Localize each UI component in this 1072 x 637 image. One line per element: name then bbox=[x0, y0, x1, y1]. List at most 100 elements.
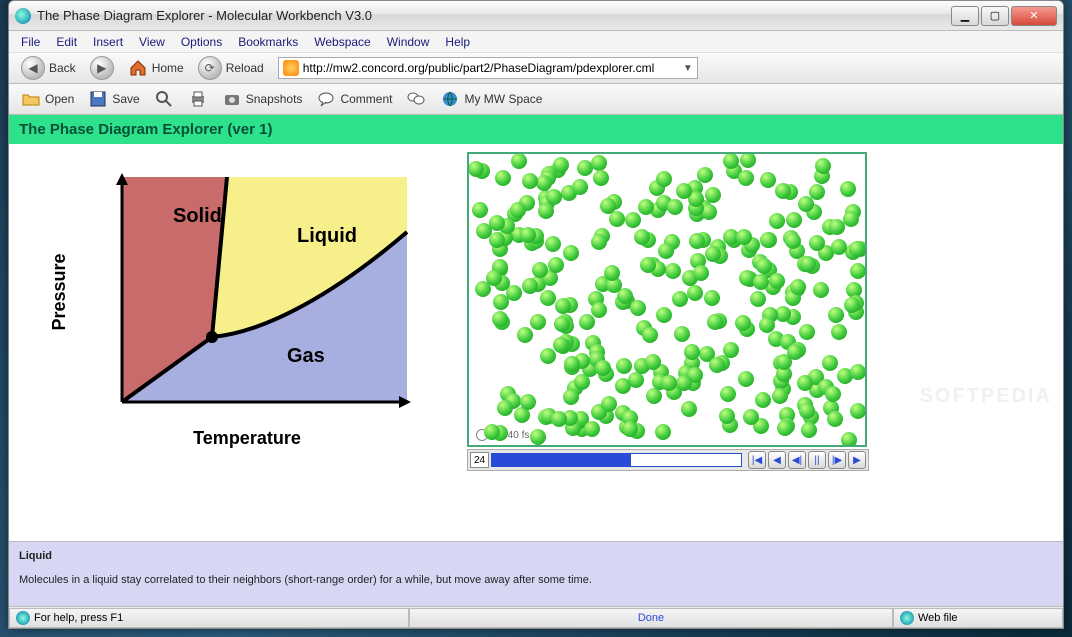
progress-bar[interactable] bbox=[491, 453, 742, 467]
molecule bbox=[693, 265, 709, 281]
molecule bbox=[705, 246, 721, 262]
rewind-button[interactable]: ◀ bbox=[768, 451, 786, 469]
address-dropdown-icon[interactable]: ▼ bbox=[683, 63, 693, 74]
molecule bbox=[591, 234, 607, 250]
molecule bbox=[472, 202, 488, 218]
forward-button[interactable]: ▶ bbox=[84, 56, 120, 80]
step-fwd-button[interactable]: |▶ bbox=[828, 451, 846, 469]
molecule bbox=[704, 290, 720, 306]
back-button[interactable]: ◀ Back bbox=[15, 56, 82, 80]
address-bar[interactable]: http://mw2.concord.org/public/part2/Phas… bbox=[278, 57, 698, 79]
home-icon bbox=[128, 58, 148, 78]
molecule bbox=[769, 213, 785, 229]
phase-diagram-container: Solid Liquid Gas Pressure Temperature bbox=[17, 152, 447, 455]
page-banner: The Phase Diagram Explorer (ver 1) bbox=[9, 115, 1063, 144]
molecule bbox=[530, 429, 546, 445]
gas-label: Gas bbox=[287, 345, 325, 367]
menu-webspace[interactable]: Webspace bbox=[306, 33, 378, 51]
print-button[interactable] bbox=[182, 87, 214, 111]
menu-window[interactable]: Window bbox=[379, 33, 438, 51]
molecule bbox=[572, 179, 588, 195]
play-button[interactable]: ▶ bbox=[848, 451, 866, 469]
my-mw-space-button[interactable]: My MW Space bbox=[434, 87, 548, 111]
molecule bbox=[615, 378, 631, 394]
camera-icon bbox=[222, 89, 242, 109]
molecule bbox=[593, 170, 609, 186]
phase-description: Molecules in a liquid stay correlated to… bbox=[19, 574, 592, 586]
menu-insert[interactable]: Insert bbox=[85, 33, 131, 51]
molecule bbox=[536, 175, 552, 191]
search-button[interactable] bbox=[148, 87, 180, 111]
molecule bbox=[797, 375, 813, 391]
molecule bbox=[850, 403, 866, 419]
molecule bbox=[738, 170, 754, 186]
maximize-button[interactable]: ▢ bbox=[981, 6, 1009, 26]
molecule bbox=[723, 153, 739, 169]
status-help: For help, press F1 bbox=[9, 608, 409, 628]
reload-button[interactable]: ⟳ Reload bbox=[192, 56, 270, 80]
molecule bbox=[844, 297, 860, 313]
molecule bbox=[759, 317, 775, 333]
home-button[interactable]: Home bbox=[122, 56, 190, 80]
molecule bbox=[492, 311, 508, 327]
step-back-button[interactable]: ◀| bbox=[788, 451, 806, 469]
app-window: The Phase Diagram Explorer - Molecular W… bbox=[8, 0, 1064, 629]
molecule bbox=[553, 157, 569, 173]
close-button[interactable]: ✕ bbox=[1011, 6, 1057, 26]
molecule bbox=[827, 411, 843, 427]
x-axis-label: Temperature bbox=[193, 428, 301, 448]
molecule bbox=[655, 424, 671, 440]
molecule bbox=[843, 211, 859, 227]
molecule bbox=[787, 344, 803, 360]
chat-icon bbox=[406, 89, 426, 109]
molecule bbox=[719, 408, 735, 424]
molecule bbox=[563, 245, 579, 261]
molecule bbox=[813, 282, 829, 298]
molecule bbox=[753, 274, 769, 290]
molecule-canvas[interactable]: 14640 fs bbox=[467, 152, 867, 447]
phase-diagram[interactable]: Solid Liquid Gas Pressure Temperature bbox=[47, 152, 427, 452]
actions-toolbar: Open Save Snapshots bbox=[9, 84, 1063, 115]
save-button[interactable]: Save bbox=[82, 87, 145, 111]
molecule bbox=[828, 307, 844, 323]
statusbar: For help, press F1 Done Web file bbox=[9, 606, 1063, 628]
molecule bbox=[850, 364, 866, 380]
molecule bbox=[640, 257, 656, 273]
reload-label: Reload bbox=[226, 61, 264, 75]
comment-button[interactable]: Comment bbox=[310, 87, 398, 111]
molecule bbox=[538, 203, 554, 219]
molecule bbox=[642, 327, 658, 343]
molecule bbox=[738, 371, 754, 387]
snapshots-button[interactable]: Snapshots bbox=[216, 87, 309, 111]
navigation-toolbar: ◀ Back ▶ Home ⟳ Reload http://mw2.concor… bbox=[9, 53, 1063, 84]
molecule bbox=[546, 189, 562, 205]
menubar: File Edit Insert View Options Bookmarks … bbox=[9, 31, 1063, 53]
molecule bbox=[665, 263, 681, 279]
molecule bbox=[840, 181, 856, 197]
molecule bbox=[555, 298, 571, 314]
y-axis-label: Pressure bbox=[49, 253, 69, 330]
molecule bbox=[493, 294, 509, 310]
status-center: Done bbox=[409, 608, 893, 628]
menu-view[interactable]: View bbox=[131, 33, 173, 51]
open-button[interactable]: Open bbox=[15, 87, 80, 111]
molecule bbox=[831, 324, 847, 340]
menu-bookmarks[interactable]: Bookmarks bbox=[230, 33, 306, 51]
molecule bbox=[511, 153, 527, 169]
menu-file[interactable]: File bbox=[13, 33, 48, 51]
molecule bbox=[591, 302, 607, 318]
molecule bbox=[799, 324, 815, 340]
minimize-button[interactable]: ▁ bbox=[951, 6, 979, 26]
menu-edit[interactable]: Edit bbox=[48, 33, 85, 51]
molecule bbox=[489, 232, 505, 248]
molecule bbox=[600, 198, 616, 214]
chat-button[interactable] bbox=[400, 87, 432, 111]
menu-options[interactable]: Options bbox=[173, 33, 230, 51]
skip-start-button[interactable]: |◀ bbox=[748, 451, 766, 469]
molecule bbox=[584, 421, 600, 437]
molecule bbox=[849, 241, 865, 257]
menu-help[interactable]: Help bbox=[437, 33, 478, 51]
pause-button[interactable]: || bbox=[808, 451, 826, 469]
molecule bbox=[540, 290, 556, 306]
app-icon bbox=[15, 8, 31, 24]
